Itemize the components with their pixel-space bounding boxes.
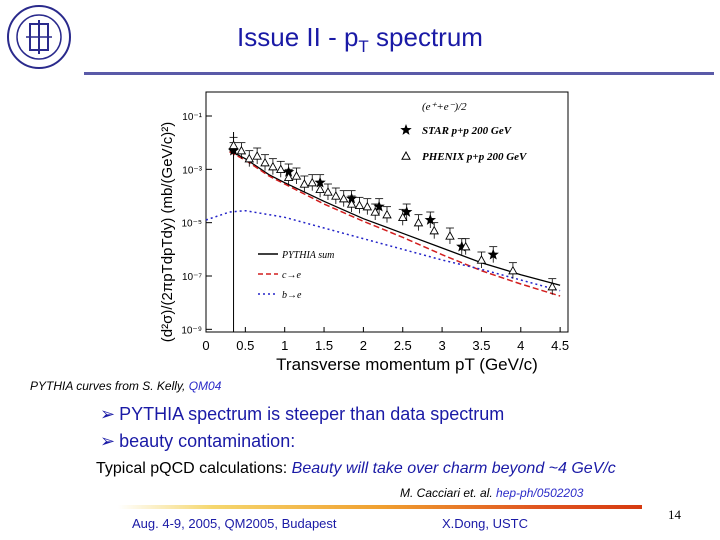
x-tick-label: 0 [202,338,209,353]
arrow-bullet-icon: ➢ [100,404,116,424]
x-axis-label: Transverse momentum pT (GeV/c) [276,355,538,374]
university-logo [7,5,71,69]
bullet-1: ➢ PYTHIA spectrum is steeper than data sp… [100,404,505,424]
y-tick-label: 10⁻⁹ [181,325,202,336]
phenix-data-point [397,212,408,221]
phenix-data-point [429,225,439,235]
arrow-bullet-icon: ➢ [100,431,116,451]
phenix-data-point [354,200,365,209]
phenix-data-point [299,179,310,188]
legend-entry: c→e [282,270,301,281]
legend-entry: STAR p+p 200 GeV [422,125,513,137]
star-data-point [487,248,499,260]
phenix-data-point [244,153,255,163]
pqcd-statement: Typical pQCD calculations: Beauty will t… [96,460,616,477]
phenix-data-point [338,193,349,203]
y-axis-label: (d²σ)/(2πpTdpTdy) (mb/(GeV/c)²) [159,122,176,342]
legend-triangle-icon [401,150,411,160]
curve-be [205,209,561,292]
x-tick-label: 0.5 [236,338,254,353]
phenix-data-point [236,145,247,155]
phenix-data-point [508,265,518,275]
legend-entry: PHENIX p+p 200 GeV [422,151,528,163]
phenix-data-point [370,207,380,216]
phenix-data-point [445,231,455,240]
phenix-data-point [275,164,286,173]
phenix-data-point [476,255,487,264]
x-tick-label: 1.5 [315,338,333,353]
star-data-point [401,206,413,217]
phenix-data-point [291,171,302,180]
phenix-data-point [315,184,325,193]
phenix-data-point [460,241,471,251]
y-tick-label: 10⁻⁷ [182,272,202,283]
phenix-data-point [260,157,270,167]
caption-reference: QM04 [188,379,222,393]
page-number: 14 [668,507,681,522]
footer-conference: Aug. 4-9, 2005, QM2005, Budapest [132,516,337,531]
phenix-data-point [413,217,424,227]
x-tick-label: 2 [360,338,367,353]
legend-entry: PYTHIA sum [281,250,334,261]
legend-title: (e⁺+e⁻)/2 [422,101,467,113]
figure-caption: PYTHIA curves from S. Kelly, QM04 [30,379,222,393]
title-divider [84,72,714,75]
x-tick-label: 3.5 [472,338,490,353]
star-data-point [373,200,385,212]
curve-ce [229,151,561,297]
phenix-data-point [283,172,294,181]
footer-author: X.Dong, USTC [442,516,528,531]
slide-title: Issue II - pT spectrum [237,22,483,56]
y-tick-label: 10⁻³ [182,165,202,176]
phenix-data-point [346,199,357,208]
legend-star-icon [400,124,412,135]
citation-reference: hep-ph/0502203 [496,486,584,500]
x-tick-label: 4 [517,338,524,353]
x-tick-label: 3 [438,338,445,353]
phenix-data-point [228,140,239,149]
legend-entry: b→e [282,290,302,301]
footer-divider [118,505,642,509]
curve-pythiasum [229,150,561,286]
phenix-data-point [252,151,262,160]
x-tick-label: 2.5 [394,338,412,353]
bullet-2: ➢ beauty contamination: [100,431,296,451]
phenix-data-point [323,187,333,196]
pt-spectrum-chart: 0 0.5 1 1.5 2 2.5 3 3.5 4 4.5 10⁻¹ 10⁻³ 10⁻⁵ 10⁻⁷ 10⁻⁹… [159,91,569,374]
phenix-data-point [331,191,341,200]
star-data-point [456,240,468,252]
phenix-data-point [547,281,558,291]
x-tick-label: 4.5 [551,338,569,353]
phenix-data-point [307,177,318,187]
citation: M. Cacciari et. al. hep-ph/0502203 [400,486,584,500]
y-tick-label: 10⁻¹ [182,112,202,123]
star-data-point [424,214,436,225]
phenix-data-point [268,161,278,171]
x-tick-label: 1 [281,338,288,353]
y-tick-label: 10⁻⁵ [181,219,202,230]
phenix-data-point [382,209,392,219]
phenix-data-point [362,201,373,211]
